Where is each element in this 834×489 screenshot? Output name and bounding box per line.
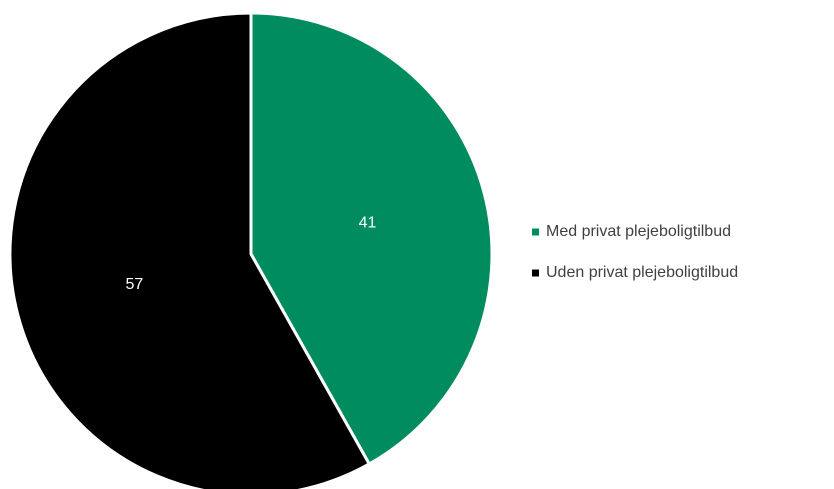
legend-swatch bbox=[532, 228, 539, 236]
pie-slice-2 bbox=[8, 11, 371, 489]
legend-swatch bbox=[532, 269, 539, 277]
pie-slice-1 bbox=[249, 11, 494, 466]
pie-data-labels: 41 57 bbox=[126, 215, 377, 293]
slice-data-label: 41 bbox=[359, 215, 377, 232]
legend-label: Med privat plejeboligtilbud bbox=[546, 223, 731, 240]
pie-slices bbox=[8, 11, 494, 489]
legend-label: Uden privat plejeboligtilbud bbox=[546, 264, 738, 281]
slice-data-label: 57 bbox=[126, 276, 144, 293]
legend: Med privat plejeboligtilbud Uden privat p… bbox=[532, 223, 738, 281]
